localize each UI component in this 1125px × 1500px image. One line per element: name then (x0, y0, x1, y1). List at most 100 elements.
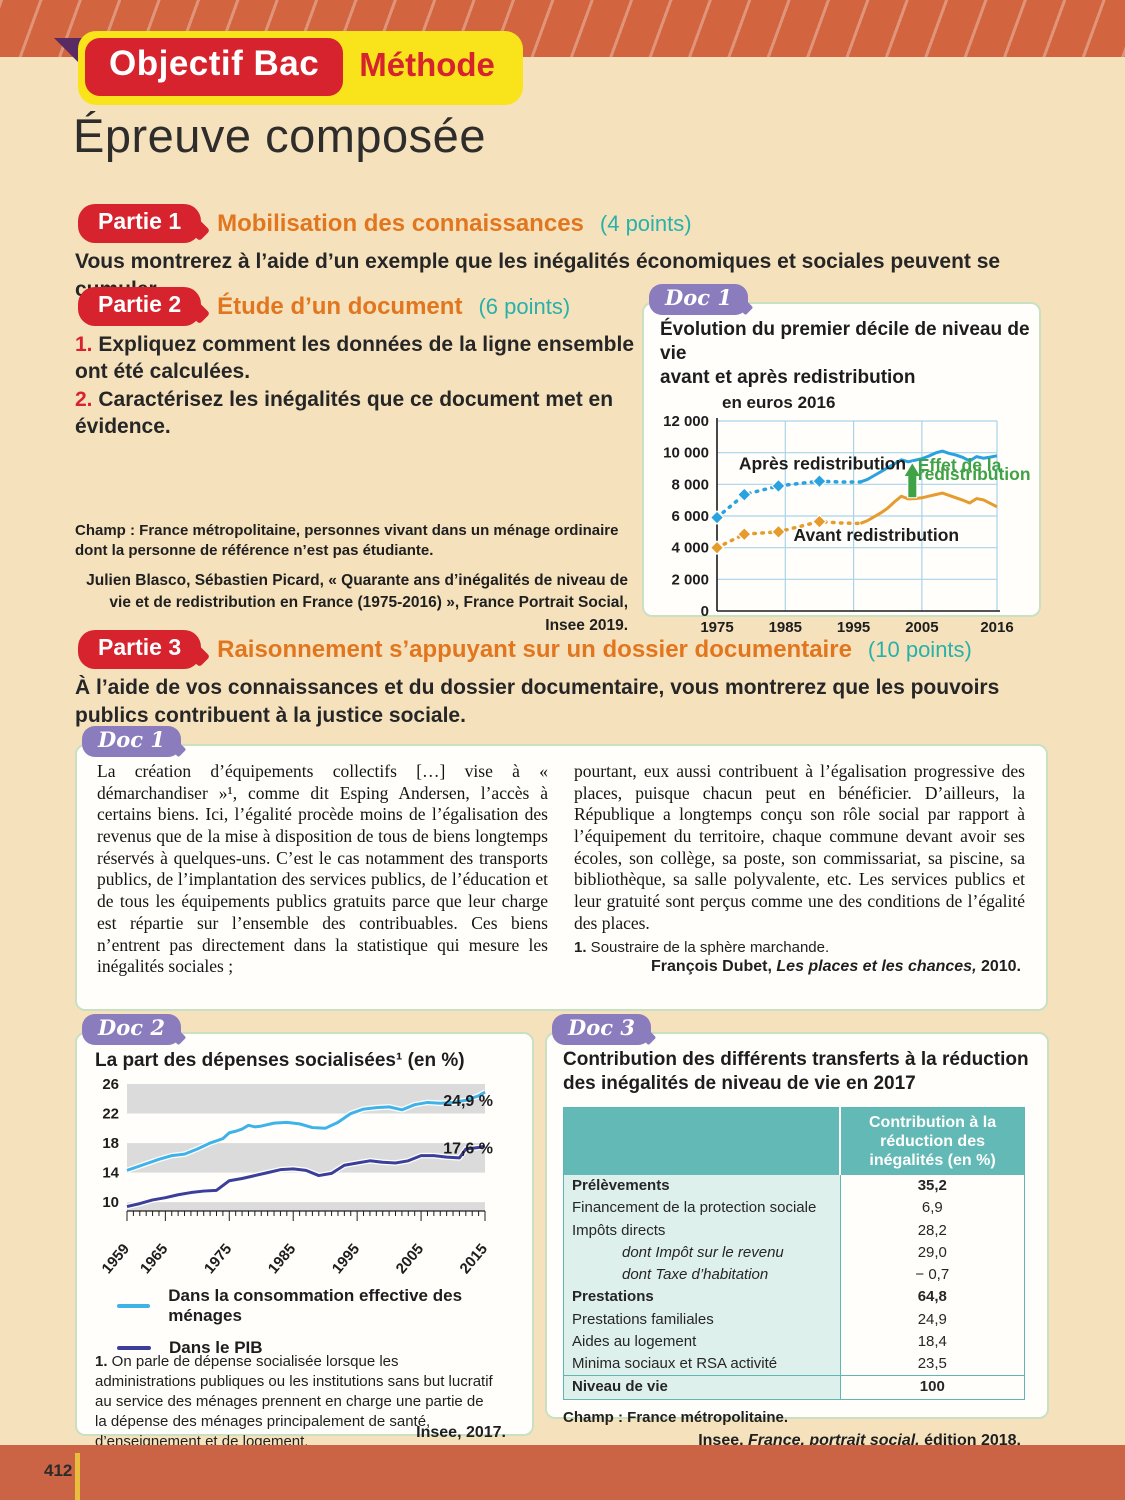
doc1-text-box: Doc 1 La création d’équipements collecti… (75, 726, 1048, 1011)
doc3-table-row: Impôts directs 28,2 (563, 1219, 1025, 1242)
doc1-text-col1: La création d’équipements collectifs […]… (97, 761, 548, 977)
doc3-title-line2: des inégalités de niveau de vie en 2017 (563, 1073, 916, 1095)
svg-text:24,9 %: 24,9 % (443, 1093, 493, 1110)
svg-text:22: 22 (102, 1106, 119, 1123)
doc2-legend: Dans la consommation effective des ménag… (117, 1286, 532, 1370)
doc3-row-value: 23,5 (839, 1353, 1025, 1376)
footer-yellow-bar (75, 1453, 80, 1500)
conso-line-label: Dans la consommation effective des ménag… (168, 1286, 463, 1325)
doc3-table: Contribution à la réduction des inégalit… (563, 1106, 1025, 1400)
doc3-source-pre: Insee, (698, 1431, 749, 1449)
objectif-bac-label: Objectif Bac (85, 38, 344, 96)
doc3-row-label: Impôts directs (563, 1219, 841, 1242)
doc1-chart-box: Doc 1 Évolution du premier décile de niv… (642, 284, 1041, 636)
doc3-row-label: Minima sociaux et RSA activité (563, 1353, 841, 1376)
doc1-footnote-text: Soustraire de la sphère marchande. (586, 938, 830, 956)
question-2-text: Caractérisez les inégalités que ce docum… (75, 388, 614, 439)
doc3-row-label: dont Taxe d’habitation (563, 1264, 841, 1287)
doc3-source-title: France, portrait social, (748, 1431, 920, 1449)
question-1-text: Expliquez comment les données de la lign… (75, 333, 635, 384)
doc3-row-label: Aides au logement (563, 1330, 841, 1354)
doc2-footnote-number: 1. (95, 1353, 108, 1370)
doc2-legend-item-pib: Dans le PIB (117, 1338, 532, 1358)
svg-text:10 000: 10 000 (663, 445, 709, 462)
svg-text:Après redistribution: Après redistribution (739, 454, 906, 474)
svg-text:1975: 1975 (201, 1241, 235, 1274)
doc1-text-col2: pourtant, eux aussi contribuent à l’égal… (574, 761, 1025, 933)
partie-1-header: Partie 1 Mobilisation des connaissances … (78, 204, 692, 243)
svg-text:1985: 1985 (769, 619, 802, 636)
doc1-chart-badge: Doc 1 (649, 284, 748, 315)
partie-3-points: (10 points) (867, 636, 972, 662)
partie-2-header: Partie 2 Étude d’un document (6 points) (78, 287, 570, 326)
page-title: Épreuve composée (73, 109, 486, 162)
partie-2-badge: Partie 2 (78, 287, 202, 326)
svg-text:2015: 2015 (457, 1241, 491, 1274)
footer-band (0, 1445, 1125, 1500)
doc3-row-label: Financement de la protection sociale (563, 1197, 841, 1220)
svg-text:18: 18 (102, 1135, 119, 1152)
doc3-row-value: 100 (839, 1375, 1025, 1400)
doc3-row-value: 6,9 (839, 1197, 1025, 1220)
doc2-source: Insee, 2017. (416, 1424, 506, 1441)
doc1-text-footnote: 1. Soustraire de la sphère marchande. (574, 939, 1025, 956)
svg-text:14: 14 (102, 1165, 119, 1182)
partie-1-heading: Mobilisation des connaissances (217, 209, 584, 237)
svg-text:1959: 1959 (99, 1241, 133, 1274)
doc3-table-row: Prestations familiales 24,9 (563, 1308, 1025, 1331)
partie-1-badge: Partie 1 (78, 204, 202, 243)
doc3-table-row: dont Impôt sur le revenu 29,0 (563, 1241, 1025, 1265)
doc3-row-label: Prélèvements (563, 1175, 841, 1198)
partie-2-question-2: 2. Caractérisez les inégalités que ce do… (75, 386, 640, 441)
doc3-source: Insee, France, portrait social, édition … (547, 1432, 1021, 1450)
svg-text:1995: 1995 (329, 1241, 363, 1274)
doc2-line-chart: 26 22 18 14 10 1959 1965 1975 1985 1995 2005 2015 24… (99, 1076, 493, 1274)
doc3-table-col-header: Contribution à la réduction des inégalit… (840, 1107, 1025, 1176)
doc3-table-row: Prestations 64,8 (563, 1286, 1025, 1309)
partie-3-header: Partie 3 Raisonnement s’appuyant sur un … (78, 630, 972, 669)
page-number: 412 (44, 1461, 73, 1480)
svg-text:0: 0 (701, 603, 709, 620)
doc3-table-row: dont Taxe d’habitation − 0,7 (563, 1264, 1025, 1287)
doc1-chart-title: Évolution du premier décile de niveau de… (660, 318, 1039, 389)
question-1-number: 1. (75, 333, 93, 356)
doc3-row-label: dont Impôt sur le revenu (563, 1241, 841, 1265)
doc1-source-year: 2010. (976, 957, 1021, 975)
doc3-row-label: Niveau de vie (563, 1375, 841, 1400)
doc2-footnote: 1. On parle de dépense socialisée lorsqu… (95, 1352, 495, 1452)
partie-2-points: (6 points) (478, 293, 571, 319)
svg-text:Avant redistribution: Avant redistribution (793, 525, 959, 545)
doc3-title: Contribution des différents transferts à… (563, 1048, 1047, 1097)
svg-text:10: 10 (102, 1194, 119, 1211)
methode-label: Méthode (359, 46, 495, 83)
doc3-row-label: Prestations familiales (563, 1308, 841, 1331)
svg-text:12 000: 12 000 (663, 413, 709, 430)
svg-text:2 000: 2 000 (671, 572, 709, 589)
doc3-row-value: 35,2 (839, 1175, 1025, 1198)
doc1-text-badge: Doc 1 (82, 726, 181, 757)
partie-1-points: (4 points) (599, 210, 692, 236)
svg-text:4 000: 4 000 (671, 540, 709, 557)
doc3-table-row: Prélèvements 35,2 (563, 1175, 1025, 1198)
doc3-box: Doc 3 Contribution des différents transf… (545, 1014, 1049, 1449)
pib-line-swatch (117, 1346, 151, 1350)
svg-text:1995: 1995 (837, 619, 870, 636)
doc3-row-value: 24,9 (839, 1308, 1025, 1331)
partie-3-badge: Partie 3 (78, 630, 202, 669)
svg-text:redistribution: redistribution (918, 464, 1031, 484)
doc3-row-value: 64,8 (839, 1286, 1025, 1309)
partie-2-question-1: 1. Expliquez comment les données de la l… (75, 331, 640, 386)
conso-line-swatch (117, 1304, 151, 1308)
partie-3-heading: Raisonnement s’appuyant sur un dossier d… (217, 635, 852, 663)
doc1-chart-unit: en euros 2016 (722, 393, 836, 413)
doc1-chart-champ: Champ : France métropolitaine, personnes… (75, 522, 619, 559)
svg-text:6 000: 6 000 (671, 508, 709, 525)
doc1-source-title: Les places et les chances, (776, 957, 977, 975)
doc3-row-value: 18,4 (839, 1330, 1025, 1354)
svg-text:17,6 %: 17,6 % (443, 1140, 493, 1157)
svg-text:1965: 1965 (137, 1241, 171, 1274)
doc3-table-row: Financement de la protection sociale 6,9 (563, 1197, 1025, 1220)
svg-text:Effet de la: Effet de la (918, 455, 1002, 475)
doc2-legend-item-conso: Dans la consommation effective des ménag… (117, 1286, 532, 1326)
